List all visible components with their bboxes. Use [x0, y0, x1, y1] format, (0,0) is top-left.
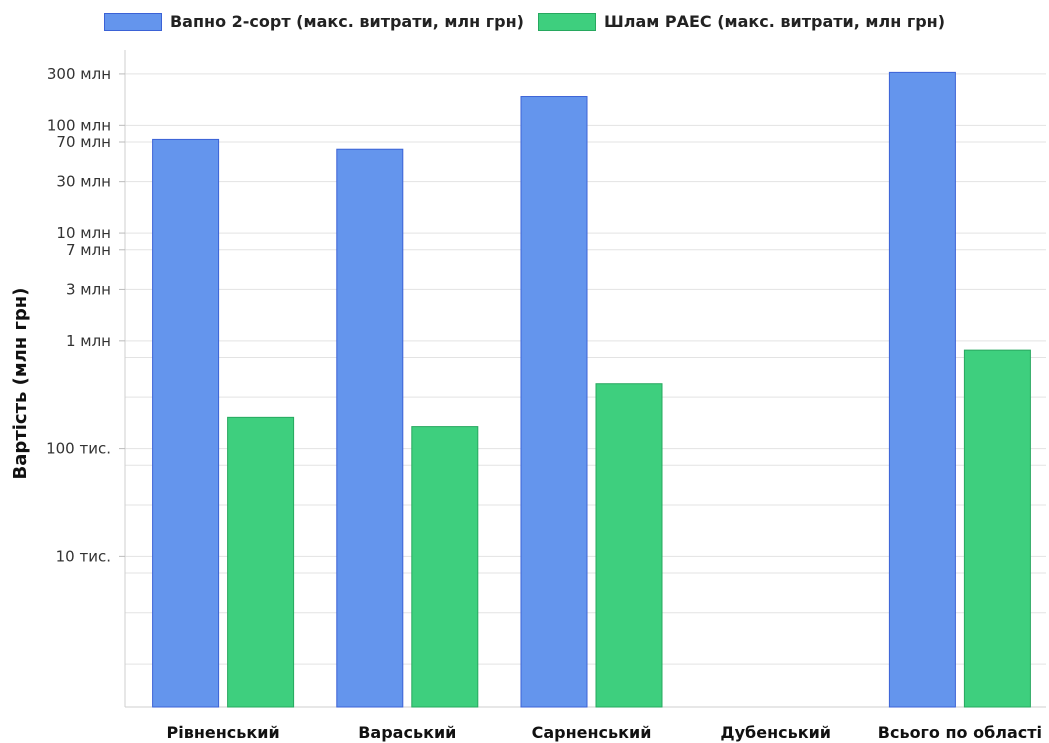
legend-label-sludge: Шлам РАЕС (макс. витрати, млн грн)	[603, 12, 946, 31]
x-tick-label-0: Рівненський	[167, 723, 280, 742]
bar-lime-0	[152, 138, 220, 708]
y-tick-label-8: 100 тис.	[46, 440, 111, 458]
y-tick-label-4: 10 млн	[56, 224, 111, 242]
y-axis-title: Вартість (млн грн)	[10, 288, 31, 480]
y-tick-label-6: 3 млн	[66, 280, 111, 298]
bar-lime-4	[888, 71, 956, 708]
bar-lime-2	[520, 96, 588, 708]
y-tick-label-2: 70 млн	[56, 133, 111, 151]
y-tick-label-7: 1 млн	[66, 332, 111, 350]
legend: Вапно 2-сорт (макс. витрати, млн грн) Шл…	[0, 12, 1049, 31]
x-tick-label-2: Сарненський	[532, 723, 652, 742]
bar-sludge-0	[227, 416, 295, 708]
y-tick-label-9: 10 тис.	[56, 547, 111, 565]
bar-sludge-1	[411, 426, 479, 708]
legend-item-sludge[interactable]: Шлам РАЕС (макс. витрати, млн грн)	[537, 12, 946, 31]
y-tick-label-0: 300 млн	[47, 65, 111, 83]
legend-swatch-sludge	[537, 12, 596, 31]
legend-item-lime[interactable]: Вапно 2-сорт (макс. витрати, млн грн)	[103, 12, 524, 31]
legend-swatch-lime	[103, 12, 162, 31]
x-tick-label-3: Дубенський	[720, 723, 831, 742]
bar-sludge-4	[963, 349, 1031, 708]
legend-label-lime: Вапно 2-сорт (макс. витрати, млн грн)	[169, 12, 524, 31]
bar-sludge-2	[595, 383, 663, 708]
x-tick-label-4: Всього по області	[878, 723, 1042, 742]
x-tick-label-1: Вараський	[358, 723, 456, 742]
y-tick-label-3: 30 млн	[56, 173, 111, 191]
y-tick-label-5: 7 млн	[66, 241, 111, 259]
y-tick-label-1: 100 млн	[47, 116, 111, 134]
bar-lime-1	[336, 148, 404, 708]
